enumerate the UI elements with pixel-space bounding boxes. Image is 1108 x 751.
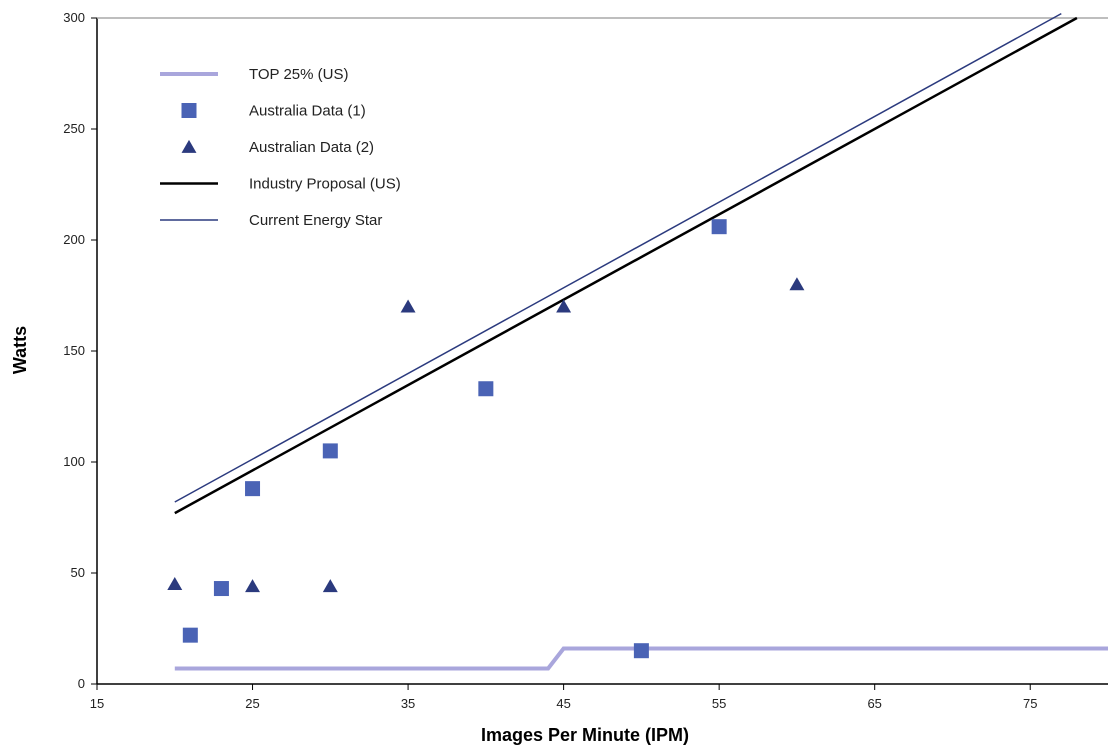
- data-point-triangle: [167, 576, 183, 590]
- series-layer: [167, 12, 1108, 671]
- y-tick-label: 150: [63, 343, 85, 358]
- y-tick-label: 100: [63, 454, 85, 469]
- legend: TOP 25% (US) Australia Data (1) Australian…: [160, 66, 401, 229]
- series-line-3: [174, 16, 1078, 515]
- y-tick-label: 250: [63, 121, 85, 136]
- legend-label: Current Energy Star: [249, 212, 382, 229]
- y-axis-title: Watts: [10, 326, 30, 374]
- series-line-4: [174, 12, 1062, 503]
- data-point-square: [213, 581, 229, 597]
- y-tick-label: 0: [78, 676, 85, 691]
- data-point-triangle: [789, 277, 805, 291]
- axes: 0 50 100 150 200 250 300 15 25 35 45 55 65 75: [63, 10, 1108, 711]
- y-tick-label: 200: [63, 232, 85, 247]
- x-tick-label: 75: [1023, 696, 1037, 711]
- x-tick-label: 35: [401, 696, 415, 711]
- y-tick-label: 50: [71, 565, 85, 580]
- data-point-triangle: [245, 579, 261, 593]
- data-point-triangle: [400, 299, 416, 313]
- legend-label: Australia Data (1): [249, 103, 366, 120]
- x-tick-label: 65: [867, 696, 881, 711]
- data-point-square: [711, 219, 727, 235]
- data-point-square: [478, 381, 494, 397]
- legend-swatch: [181, 139, 197, 153]
- x-tick-label: 25: [245, 696, 259, 711]
- data-point-square: [182, 627, 198, 643]
- x-tick-label: 45: [556, 696, 570, 711]
- data-point-square: [245, 481, 261, 497]
- legend-swatch: [181, 103, 197, 118]
- y-tick-label: 300: [63, 10, 85, 25]
- data-point-triangle: [556, 299, 572, 313]
- data-point-square: [322, 443, 338, 459]
- legend-label: Industry Proposal (US): [249, 176, 401, 193]
- x-tick-label: 15: [90, 696, 104, 711]
- x-tick-label: 55: [712, 696, 726, 711]
- x-axis-title: Images Per Minute (IPM): [481, 725, 689, 745]
- legend-label: TOP 25% (US): [249, 66, 348, 83]
- series-line-0: [174, 646, 1108, 671]
- data-point-square: [633, 643, 649, 659]
- data-point-triangle: [322, 579, 338, 593]
- legend-label: Australian Data (2): [249, 139, 374, 156]
